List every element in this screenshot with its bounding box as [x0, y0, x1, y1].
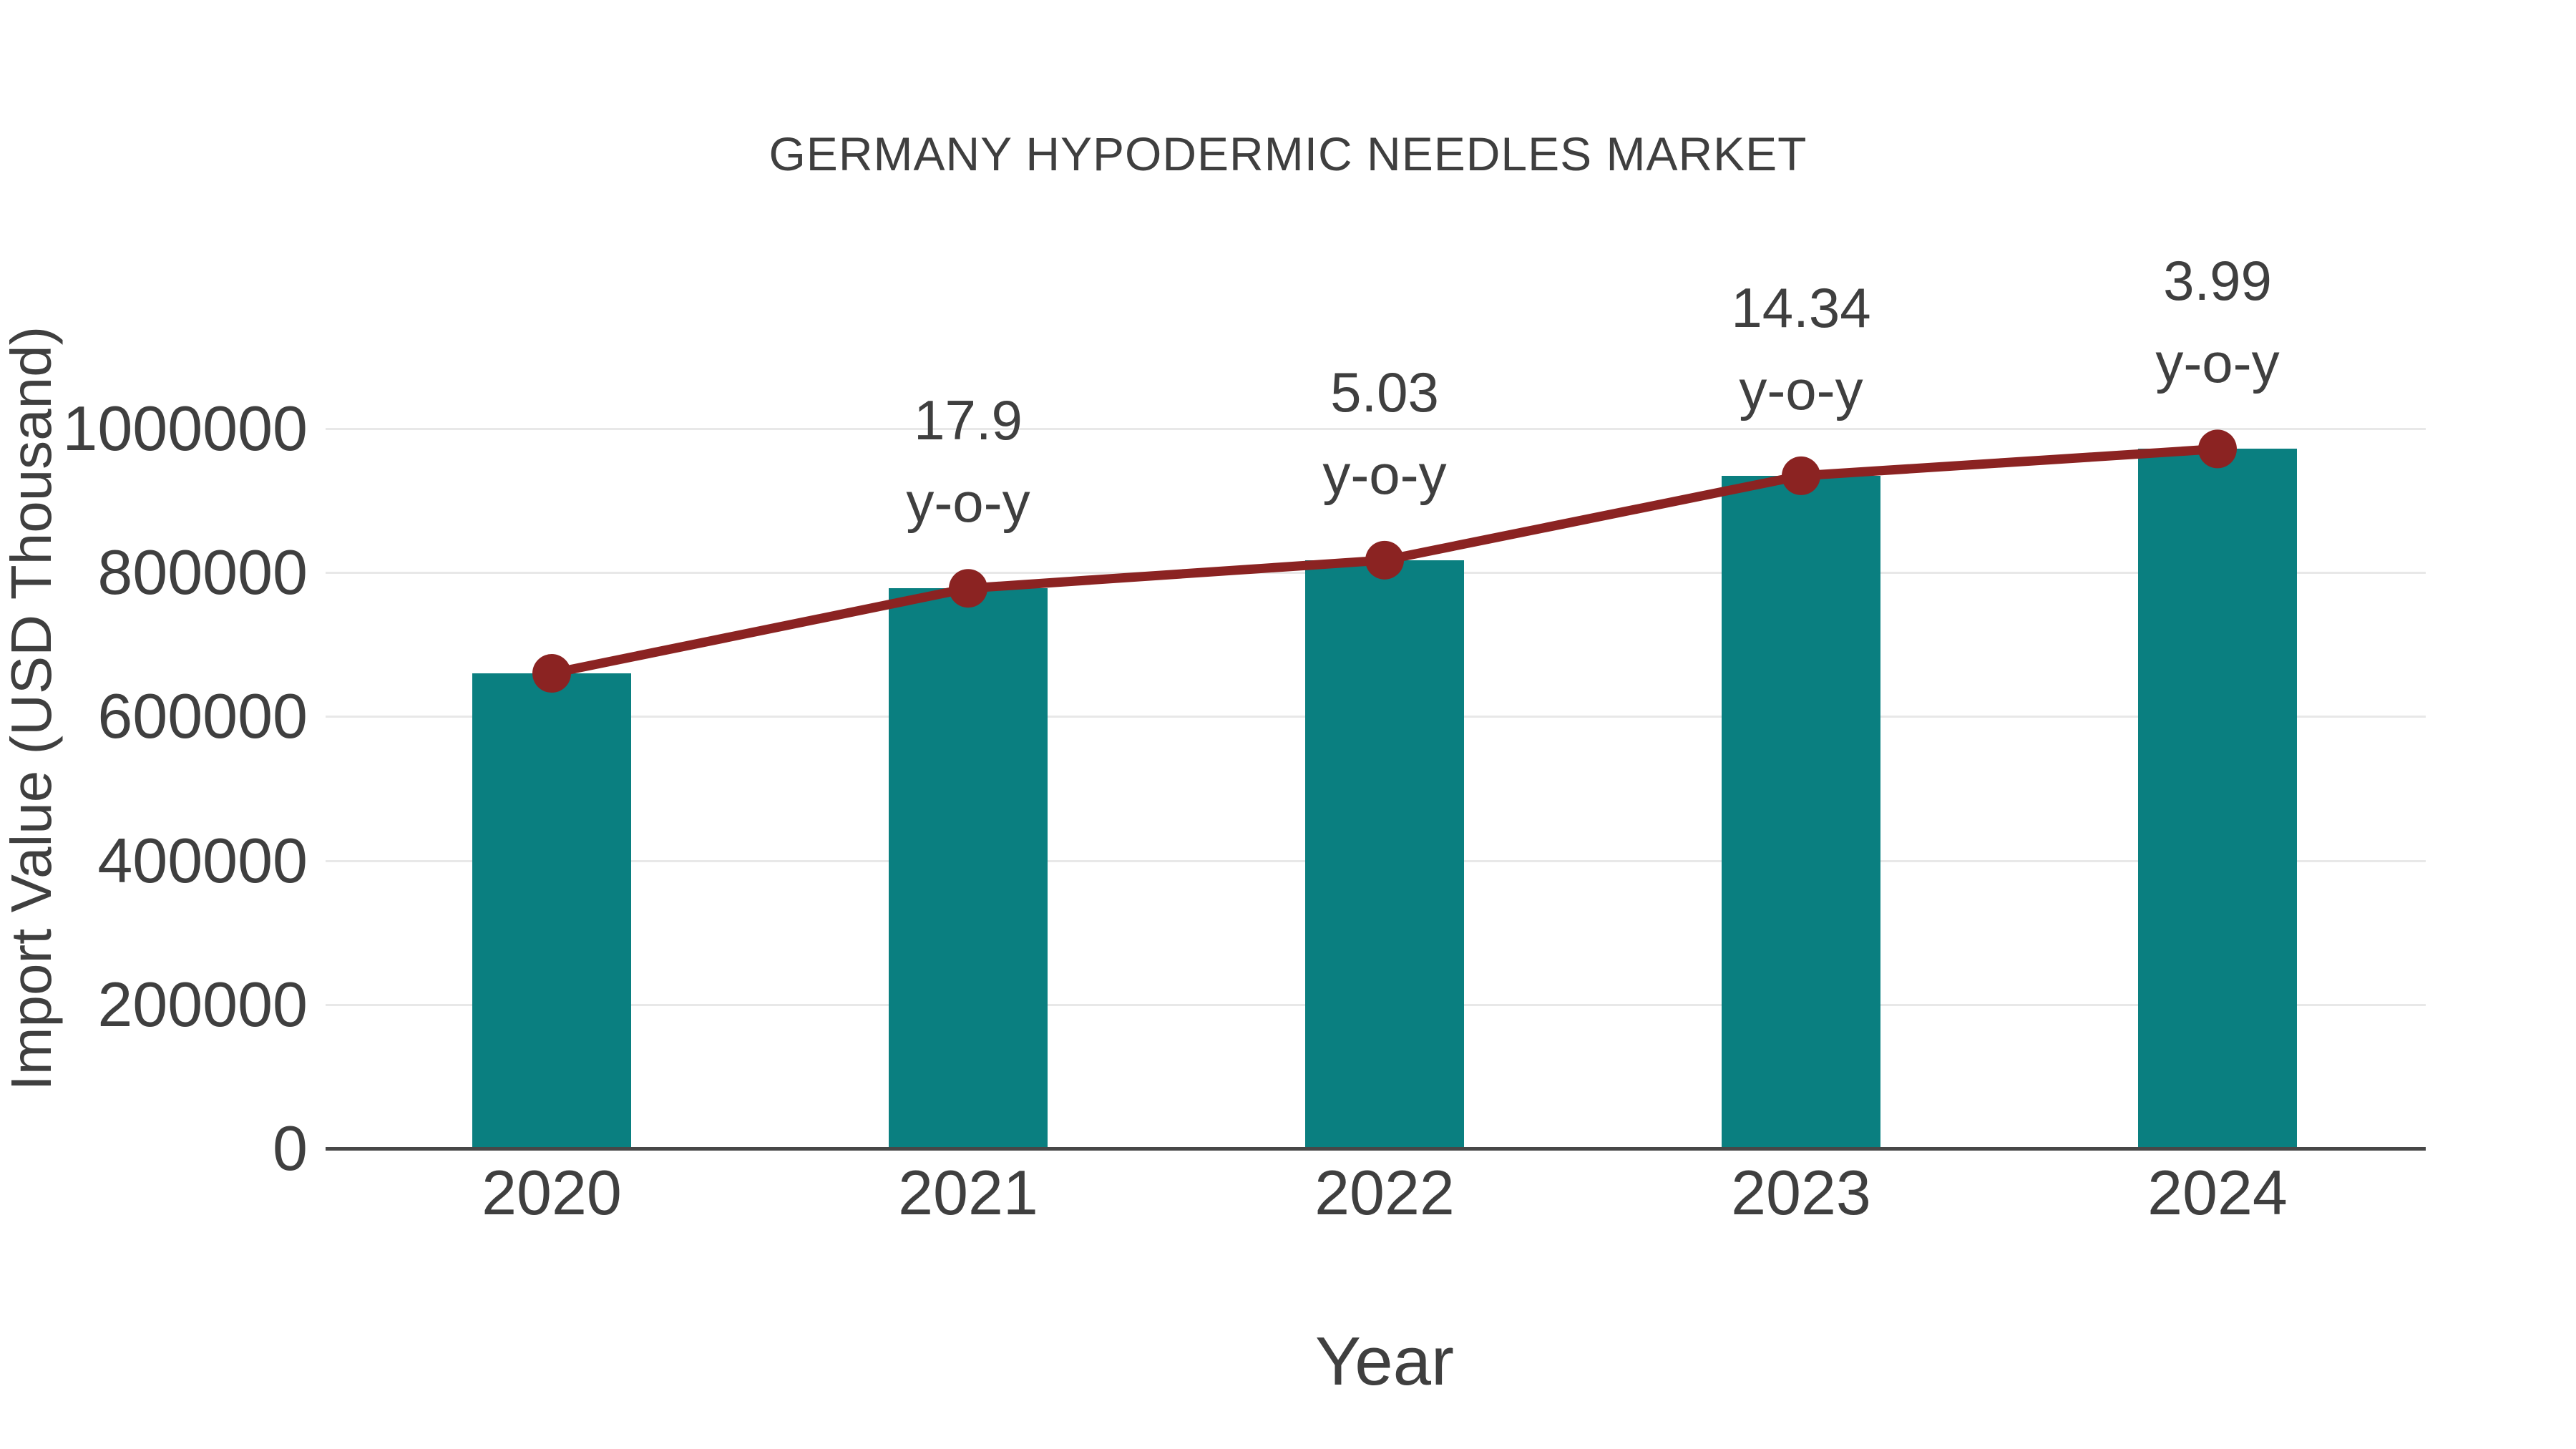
chart-title: GERMANY HYPODERMIC NEEDLES MARKET: [769, 127, 1807, 180]
x-axis-line: [326, 1147, 2426, 1151]
y-tick-label-0: 0: [273, 1113, 308, 1184]
growth-suffix-label-2024: y-o-y: [2155, 331, 2280, 395]
growth-value-label-2023: 14.34: [1731, 275, 1871, 339]
bar-2024: [2138, 449, 2297, 1148]
y-tick-label-600000: 600000: [97, 680, 308, 752]
growth-suffix-label-2022: y-o-y: [1322, 442, 1447, 506]
bar-2022: [1305, 560, 1464, 1148]
gridline-1000000: [326, 428, 2426, 430]
x-axis-title: Year: [1315, 1323, 1454, 1400]
bar-2020: [472, 673, 631, 1148]
bar-2023: [1722, 475, 1880, 1148]
x-tick-label-2024: 2024: [2147, 1157, 2288, 1228]
growth-value-label-2021: 17.9: [914, 389, 1023, 452]
growth-suffix-label-2023: y-o-y: [1739, 358, 1863, 421]
x-tick-label-2023: 2023: [1731, 1157, 1871, 1228]
y-tick-label-200000: 200000: [97, 968, 308, 1040]
growth-value-label-2022: 5.03: [1330, 360, 1439, 424]
y-tick-label-1000000: 1000000: [62, 393, 308, 464]
x-tick-label-2020: 2020: [482, 1157, 622, 1228]
x-tick-label-2022: 2022: [1314, 1157, 1455, 1228]
x-tick-label-2021: 2021: [898, 1157, 1038, 1228]
growth-suffix-label-2021: y-o-y: [906, 471, 1030, 535]
bar-2021: [889, 588, 1048, 1148]
y-tick-label-400000: 400000: [97, 824, 308, 896]
growth-value-label-2024: 3.99: [2163, 249, 2272, 313]
y-tick-label-800000: 800000: [97, 537, 308, 608]
